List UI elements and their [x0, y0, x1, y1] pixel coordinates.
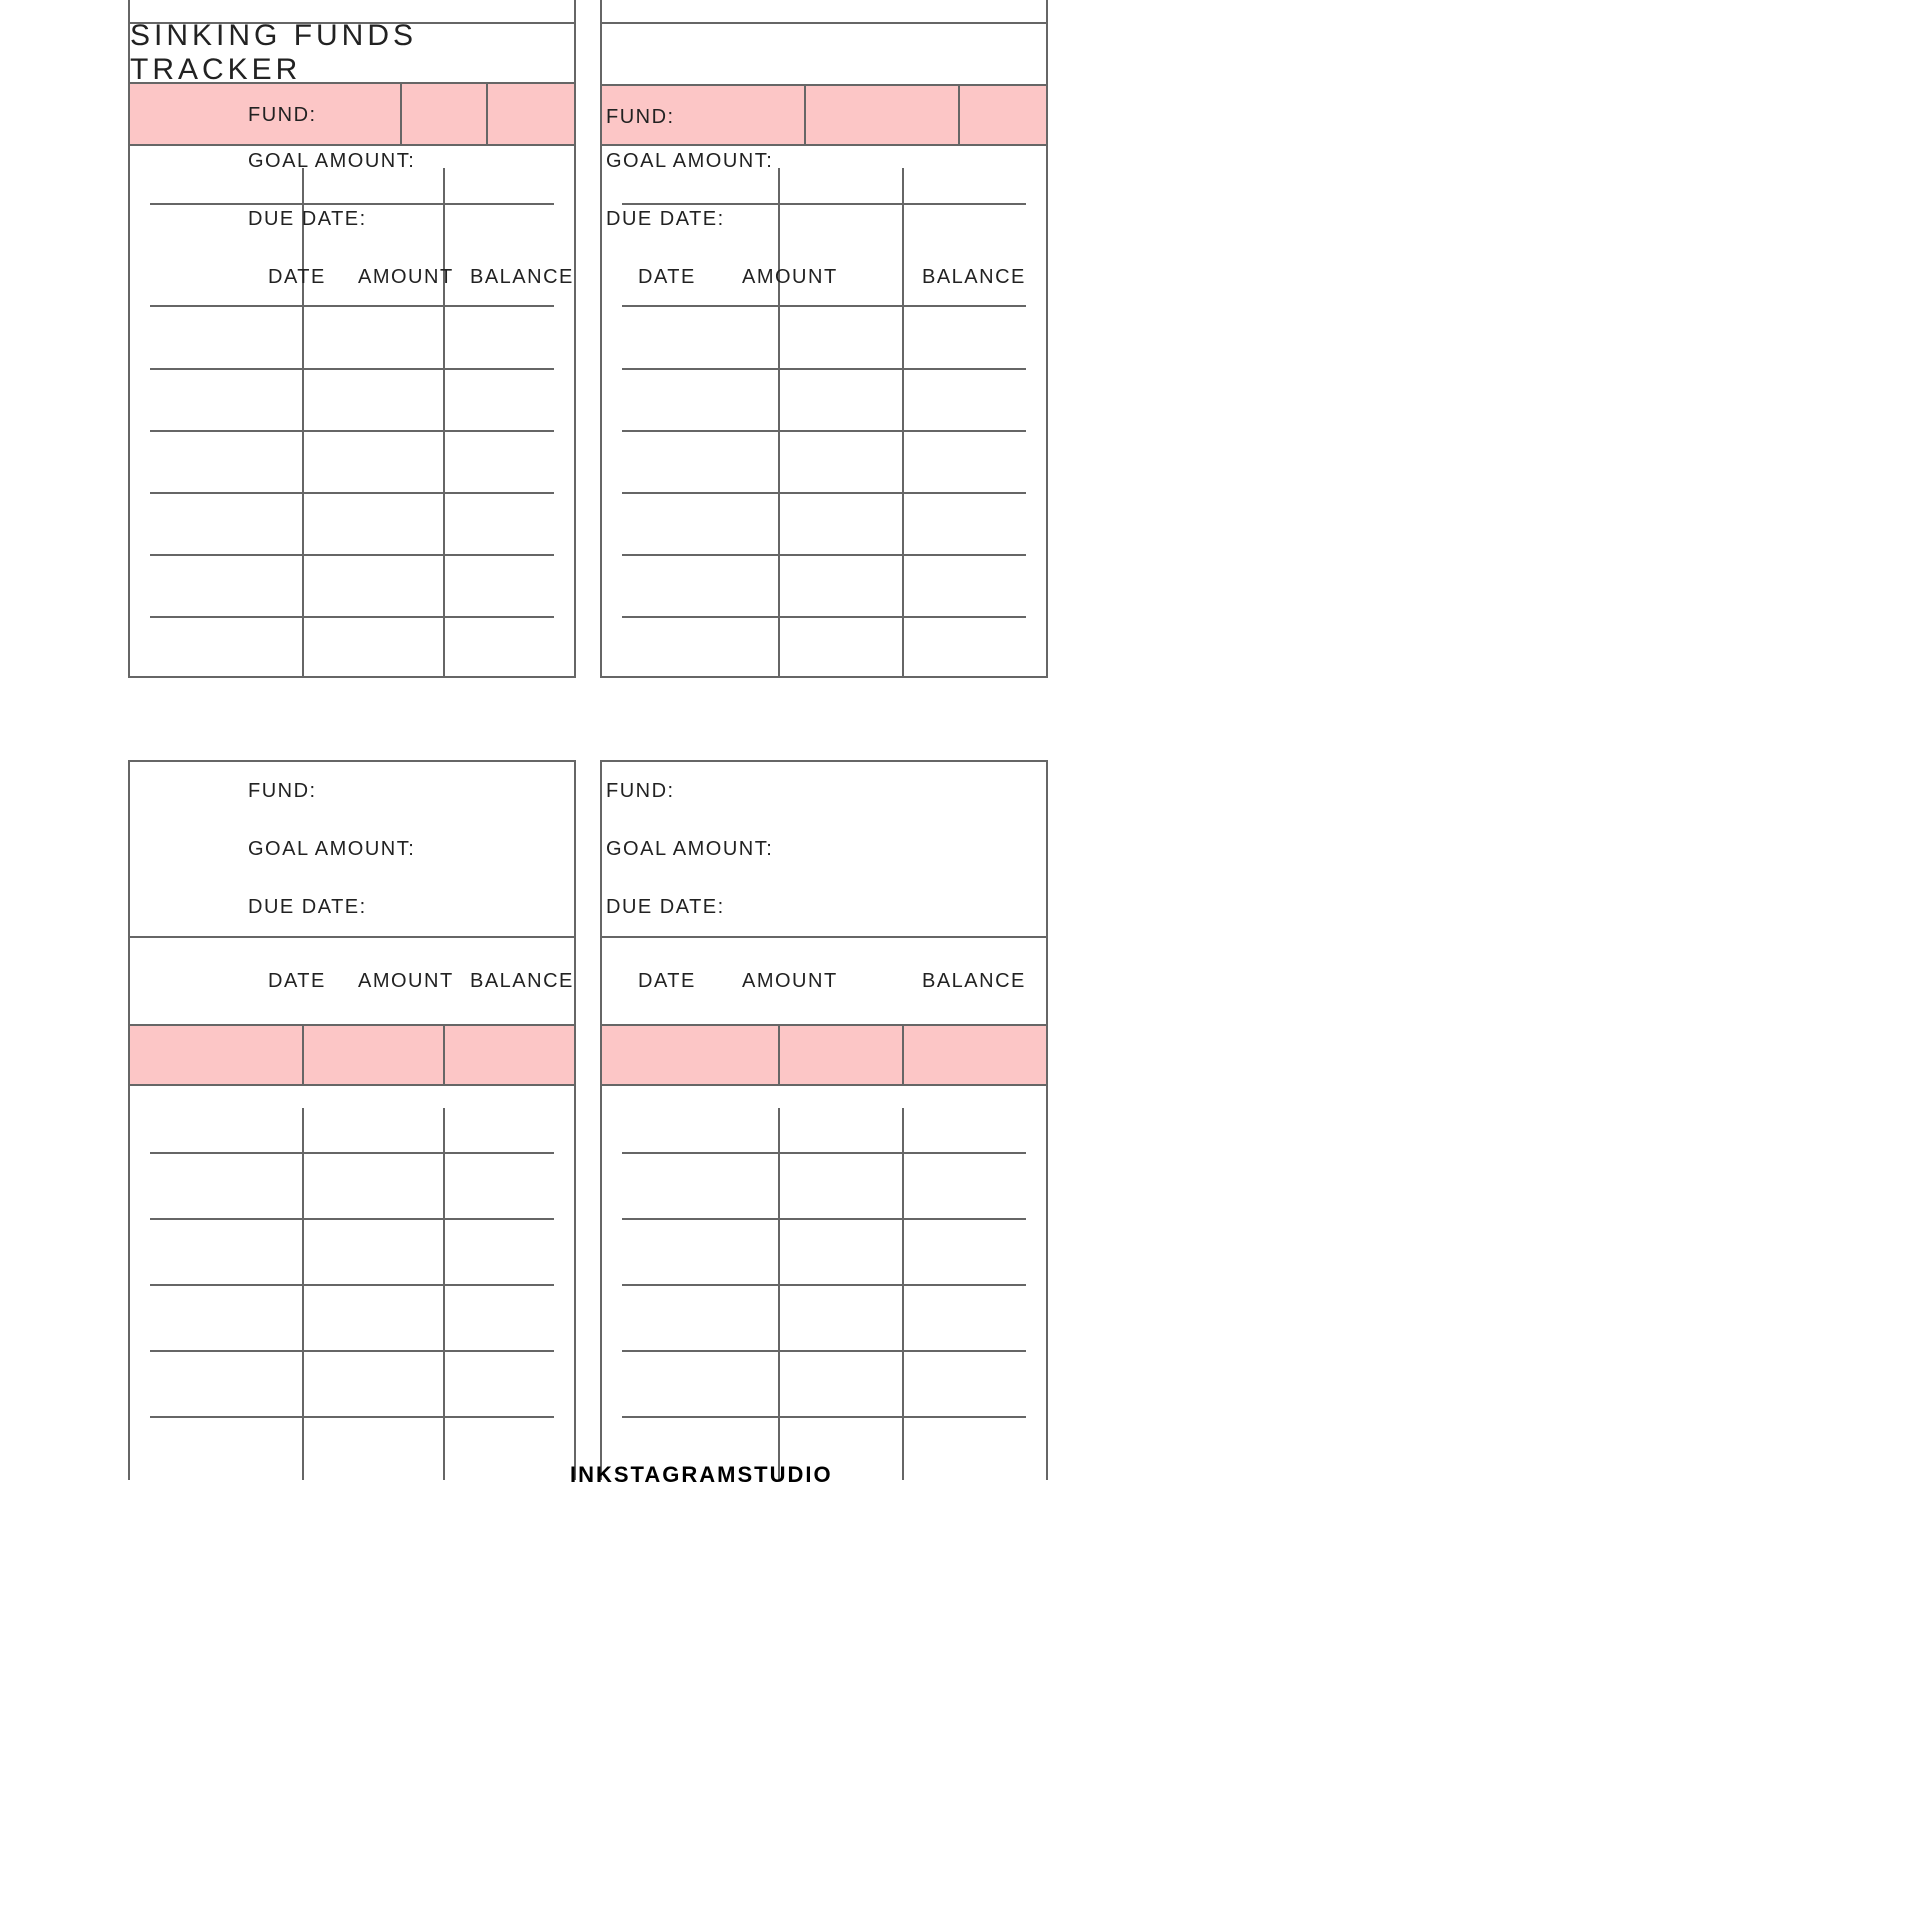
col-date: DATE: [268, 266, 326, 289]
row-divider: [622, 616, 1026, 618]
col-divider: [902, 204, 904, 262]
goal-amount-label: GOAL AMOUNT:: [248, 838, 415, 861]
fund-row: FUND:: [130, 84, 574, 146]
col-date: DATE: [268, 970, 326, 993]
fund-label: FUND:: [606, 106, 675, 129]
row-divider: [150, 492, 554, 494]
col-divider: [902, 1026, 904, 1084]
row-divider: [150, 1350, 554, 1352]
row-divider: [622, 554, 1026, 556]
row-divider: [150, 554, 554, 556]
fund-row: FUND:: [602, 84, 1046, 146]
col-divider: [902, 168, 904, 204]
entries-header: DATE AMOUNT BALANCE: [130, 262, 574, 306]
row-divider: [150, 1416, 554, 1418]
col-divider: [958, 86, 960, 144]
watermark: INKSTAGRAMSTUDIO: [570, 1462, 833, 1488]
col-divider: [302, 168, 304, 204]
col-divider: [302, 306, 304, 676]
row-divider: [622, 430, 1026, 432]
row-divider: [622, 1284, 1026, 1286]
col-divider: [902, 1108, 904, 1480]
goal-amount-row: GOAL AMOUNT:: [602, 146, 1046, 204]
col-divider: [778, 306, 780, 676]
due-date-label: DUE DATE:: [248, 896, 367, 919]
goal-amount-row: GOAL AMOUNT:: [130, 146, 574, 204]
col-divider: [778, 1108, 780, 1480]
col-balance: BALANCE: [922, 266, 1026, 289]
col-divider: [443, 204, 445, 262]
col-divider: [778, 1026, 780, 1084]
due-date-row: DUE DATE:: [602, 878, 1046, 936]
row-divider: [150, 616, 554, 618]
goal-amount-label: GOAL AMOUNT:: [606, 838, 773, 861]
entries-body: [130, 306, 574, 676]
col-divider: [302, 1026, 304, 1084]
page-title: SINKING FUNDS TRACKER: [130, 19, 574, 87]
tracker-card-top-right: FUND: GOAL AMOUNT: DUE DATE: DATE AMOUNT…: [600, 0, 1048, 678]
col-divider: [400, 84, 402, 144]
col-date: DATE: [638, 970, 696, 993]
row-divider: [150, 368, 554, 370]
tracker-card-bottom-right: FUND: GOAL AMOUNT: DUE DATE: DATE AMOUNT…: [600, 760, 1048, 1480]
col-amount: AMOUNT: [358, 266, 454, 289]
page: SINKING FUNDS TRACKER FUND: GOAL AMOUNT:…: [0, 0, 1920, 1920]
col-balance: BALANCE: [922, 970, 1026, 993]
entries-header: DATE AMOUNT BALANCE: [602, 262, 1046, 306]
first-entry-row: [130, 1024, 574, 1086]
goal-amount-row: GOAL AMOUNT:: [130, 820, 574, 878]
row-divider: [622, 1416, 1026, 1418]
fund-label: FUND:: [248, 104, 317, 127]
first-entry-row: [602, 1024, 1046, 1086]
col-divider: [443, 1108, 445, 1480]
row-divider: [622, 492, 1026, 494]
entries-body: [130, 1086, 574, 1480]
row-divider: [150, 1152, 554, 1154]
col-divider: [302, 1108, 304, 1480]
fund-row: FUND:: [602, 762, 1046, 820]
due-date-label: DUE DATE:: [606, 896, 725, 919]
tracker-card-top-left: SINKING FUNDS TRACKER FUND: GOAL AMOUNT:…: [128, 0, 576, 678]
due-date-label: DUE DATE:: [248, 208, 367, 231]
entries-header: DATE AMOUNT BALANCE: [602, 936, 1046, 1024]
col-amount: AMOUNT: [358, 970, 454, 993]
entries-body: [602, 1086, 1046, 1480]
goal-amount-row: GOAL AMOUNT:: [602, 820, 1046, 878]
row-divider: [622, 368, 1026, 370]
col-divider: [443, 306, 445, 676]
col-amount: AMOUNT: [742, 266, 838, 289]
title-band: SINKING FUNDS TRACKER: [130, 22, 574, 84]
col-divider: [804, 86, 806, 144]
col-date: DATE: [638, 266, 696, 289]
row-divider: [150, 1218, 554, 1220]
row-divider: [622, 1350, 1026, 1352]
due-date-row: DUE DATE:: [602, 204, 1046, 262]
row-divider: [622, 1152, 1026, 1154]
col-balance: BALANCE: [470, 970, 574, 993]
col-divider: [443, 1026, 445, 1084]
due-date-row: DUE DATE:: [130, 878, 574, 936]
col-divider: [443, 168, 445, 204]
col-balance: BALANCE: [470, 266, 574, 289]
fund-label: FUND:: [248, 780, 317, 803]
col-divider: [902, 262, 904, 306]
col-divider: [778, 204, 780, 262]
row-divider: [150, 1284, 554, 1286]
due-date-row: DUE DATE:: [130, 204, 574, 262]
entries-body: [602, 306, 1046, 676]
col-divider: [486, 84, 488, 144]
goal-amount-label: GOAL AMOUNT:: [606, 150, 773, 173]
col-divider: [778, 168, 780, 204]
row-divider: [150, 430, 554, 432]
due-date-label: DUE DATE:: [606, 208, 725, 231]
tracker-card-bottom-left: FUND: GOAL AMOUNT: DUE DATE: DATE AMOUNT…: [128, 760, 576, 1480]
row-divider: [622, 1218, 1026, 1220]
entries-header: DATE AMOUNT BALANCE: [130, 936, 574, 1024]
col-divider: [902, 306, 904, 676]
col-amount: AMOUNT: [742, 970, 838, 993]
goal-amount-label: GOAL AMOUNT:: [248, 150, 415, 173]
fund-row: FUND:: [130, 762, 574, 820]
fund-label: FUND:: [606, 780, 675, 803]
